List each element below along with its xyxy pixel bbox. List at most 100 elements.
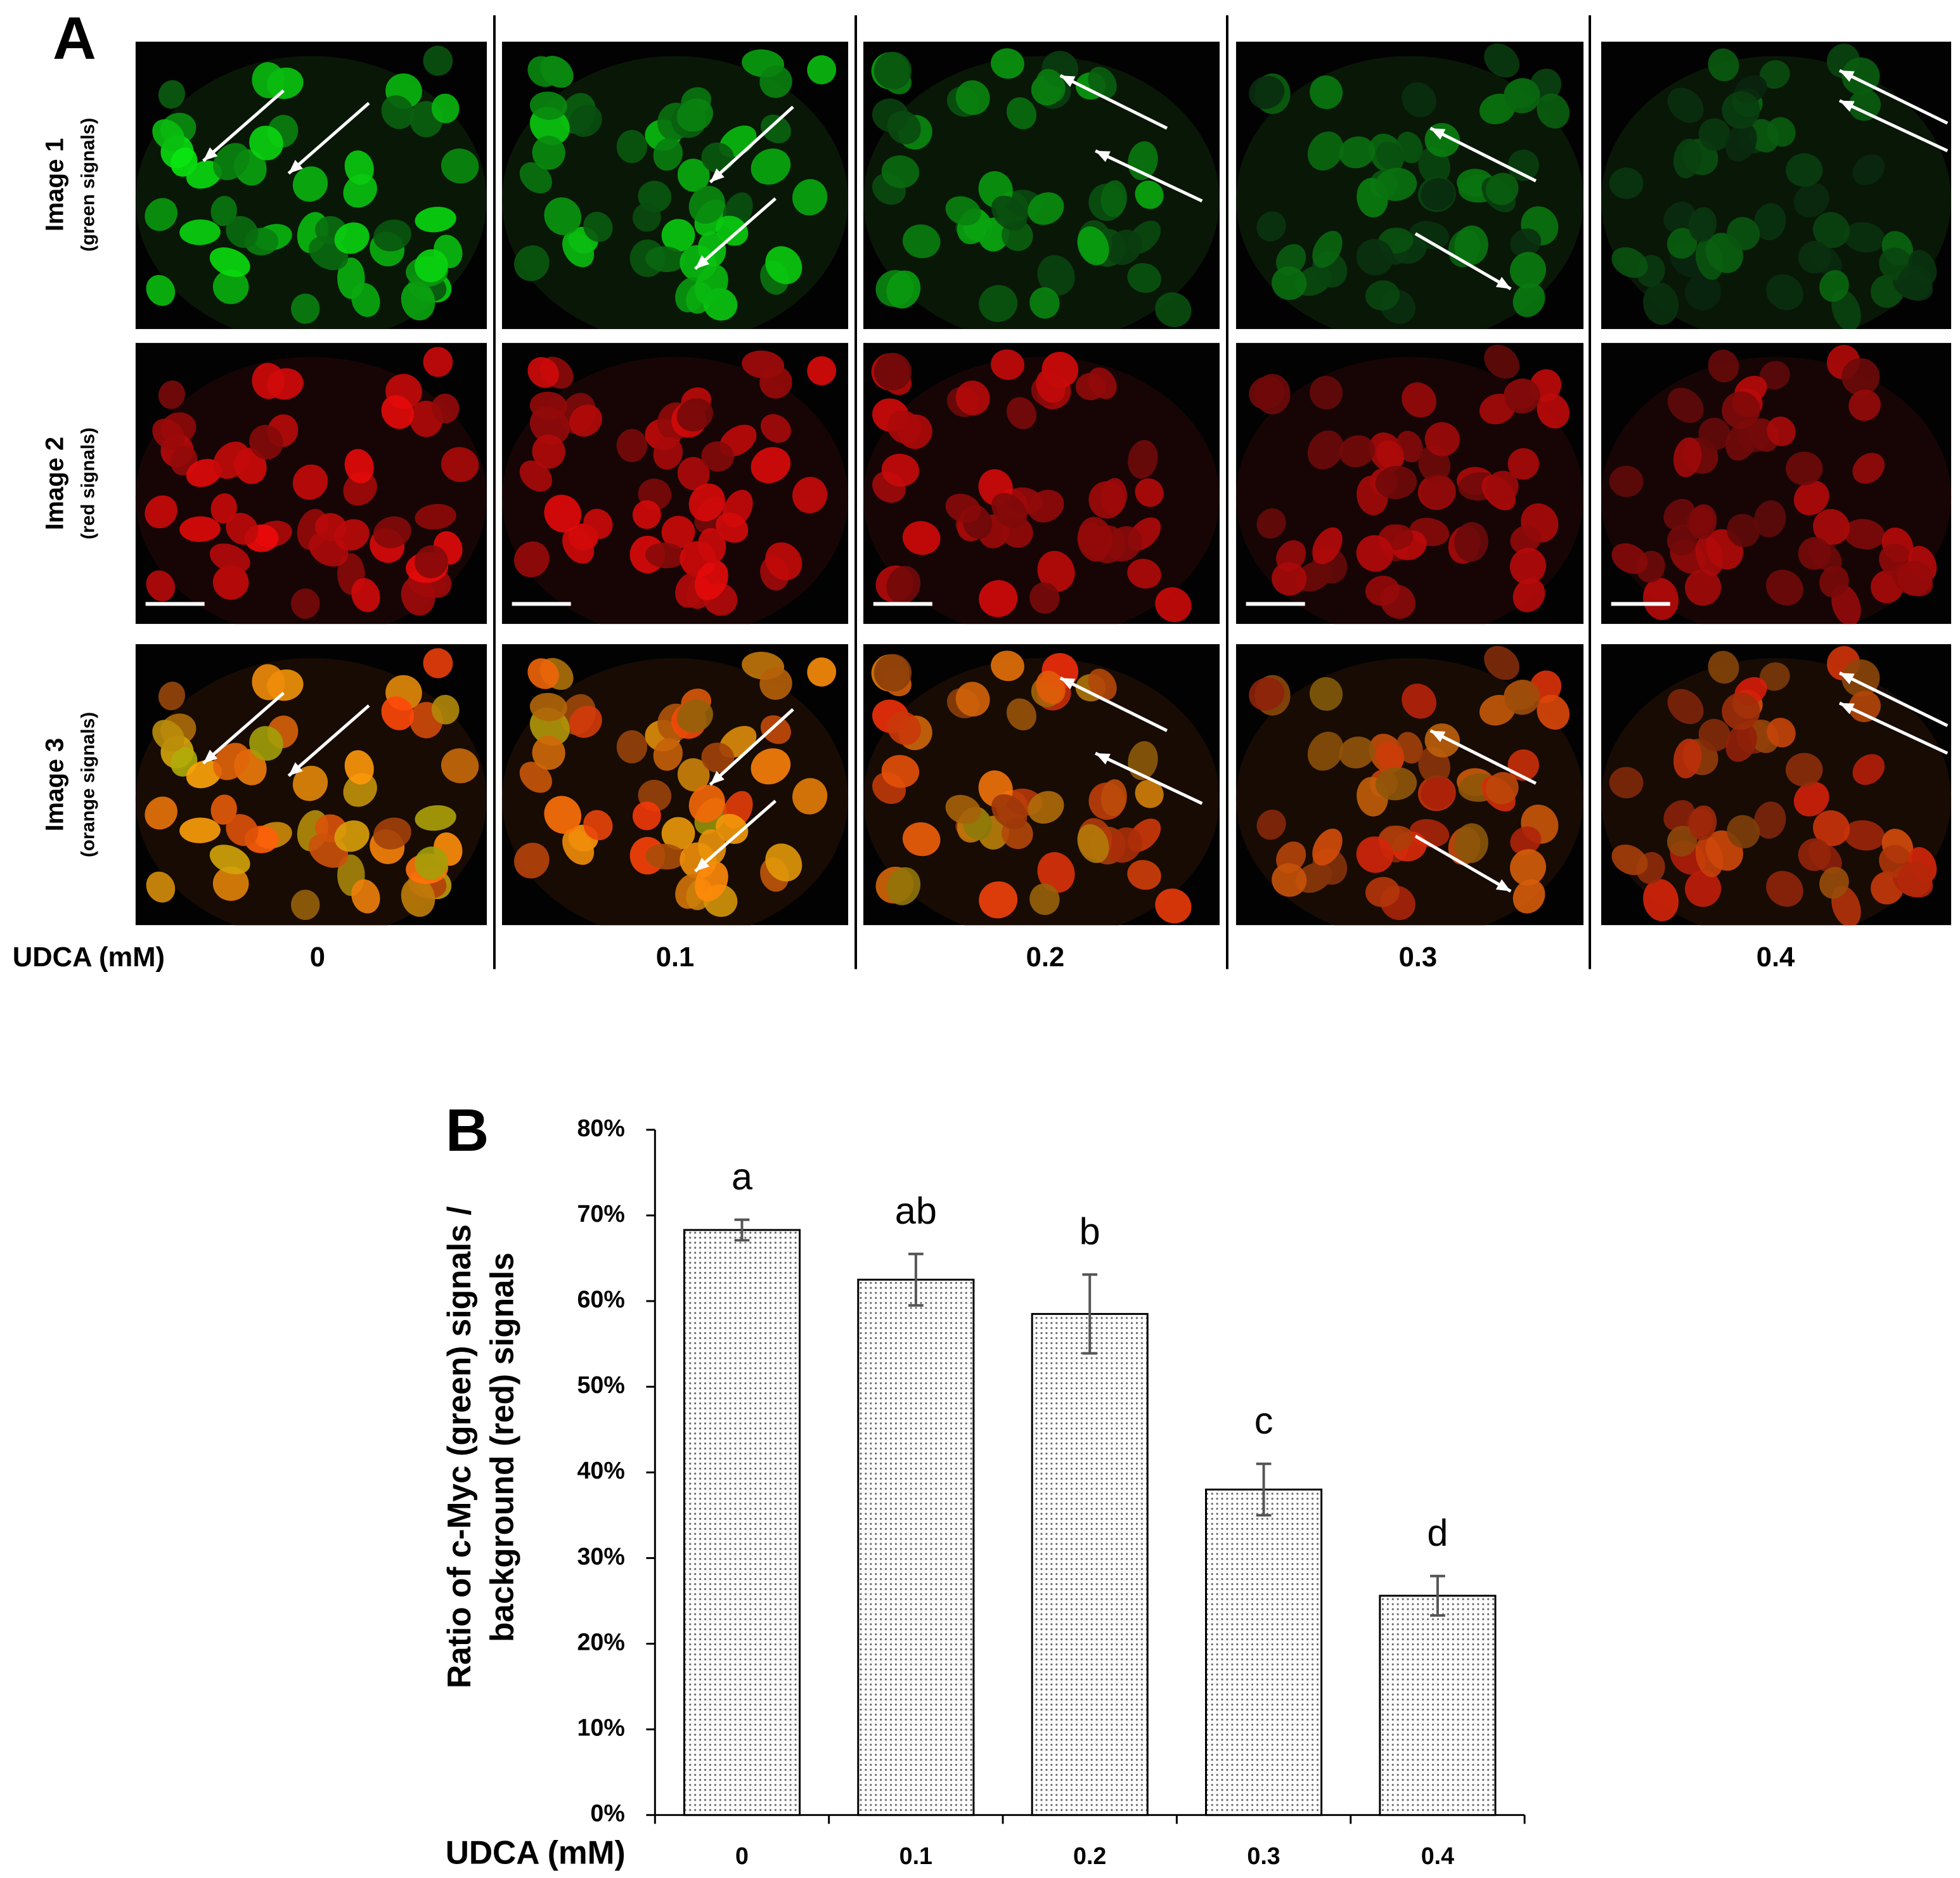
- arrow-head: [710, 770, 725, 785]
- micrograph: [1235, 342, 1584, 625]
- x-tick-label: 0.3: [1247, 1842, 1280, 1869]
- arrow: [1429, 729, 1537, 785]
- cell: [562, 829, 595, 865]
- cell: [751, 447, 791, 484]
- cell: [677, 457, 710, 491]
- cell: [344, 449, 374, 484]
- cell: [209, 247, 250, 277]
- cell: [532, 136, 565, 170]
- arrow-head: [1495, 276, 1511, 289]
- cell: [431, 694, 460, 725]
- cell: [1667, 87, 1704, 123]
- cell: [158, 682, 186, 711]
- cell: [292, 464, 328, 500]
- cell: [1843, 519, 1885, 550]
- cell: [1029, 883, 1060, 916]
- cell: [759, 366, 792, 399]
- micrograph: [135, 644, 487, 926]
- cell: [1507, 149, 1540, 181]
- arrow: [1838, 68, 1949, 125]
- cell: [343, 174, 377, 208]
- cell: [1312, 828, 1343, 866]
- cell: [381, 395, 414, 429]
- micrograph: [501, 342, 849, 625]
- cell: [344, 150, 374, 185]
- cell: [1312, 231, 1343, 268]
- cell: [1813, 508, 1850, 545]
- cell: [252, 363, 285, 399]
- y-axis-label: Ratio of c-Myc (green) signals /: [441, 1206, 477, 1688]
- cell: [213, 143, 250, 181]
- cell: [874, 353, 912, 391]
- micrograph: [501, 41, 849, 329]
- micrograph: [1235, 41, 1584, 329]
- cell: [701, 742, 735, 773]
- cell: [1663, 800, 1695, 831]
- cell: [955, 380, 990, 415]
- arrow: [1414, 834, 1512, 893]
- cell: [1766, 569, 1803, 606]
- micrograph: [1601, 342, 1952, 625]
- cell: [1785, 153, 1823, 187]
- cell: [1356, 238, 1394, 276]
- cell: [945, 196, 981, 226]
- y-tick-label: 10%: [577, 1714, 625, 1741]
- cell: [1760, 361, 1790, 390]
- error-bar: [1430, 1574, 1445, 1617]
- cell: [1484, 344, 1519, 379]
- cell: [1841, 358, 1880, 396]
- arrow-head: [1095, 150, 1111, 162]
- cell: [1537, 694, 1570, 730]
- cell: [1673, 437, 1702, 477]
- arrow: [1838, 671, 1949, 727]
- cell: [1663, 498, 1695, 530]
- cell: [1356, 836, 1394, 873]
- cell: [979, 881, 1018, 919]
- cell: [158, 80, 186, 109]
- arrow-head: [710, 168, 725, 183]
- cell: [1725, 422, 1757, 461]
- cell: [1256, 508, 1286, 539]
- cell: [351, 283, 380, 317]
- cell: [1689, 805, 1717, 841]
- significance-label: b: [1080, 1210, 1100, 1253]
- cell: [1754, 801, 1786, 839]
- cell: [1504, 679, 1540, 715]
- cell: [945, 493, 981, 523]
- cell: [381, 696, 414, 730]
- cell: [1376, 440, 1405, 470]
- cell: [1077, 522, 1109, 562]
- cell: [1507, 448, 1540, 480]
- cell: [1819, 867, 1849, 899]
- cell: [527, 56, 559, 87]
- cell: [210, 196, 237, 226]
- cell: [1512, 879, 1545, 914]
- arrow-head: [1430, 128, 1446, 140]
- cell: [334, 820, 370, 852]
- cell: [695, 560, 728, 600]
- cell: [1037, 255, 1075, 296]
- cell: [1897, 862, 1933, 897]
- cell: [1310, 677, 1343, 711]
- cell: [1509, 548, 1546, 585]
- cell: [765, 246, 803, 285]
- cell: [1852, 754, 1885, 785]
- cell: [1106, 230, 1142, 265]
- cell: [1798, 240, 1831, 274]
- cell: [886, 867, 921, 905]
- cell: [1339, 736, 1376, 769]
- arrow-head: [1060, 678, 1076, 690]
- x-tick-label: 0: [735, 1842, 749, 1869]
- cell: [759, 667, 792, 700]
- cell: [441, 748, 479, 784]
- cell: [1760, 60, 1790, 89]
- cell: [1609, 465, 1644, 497]
- cell: [145, 796, 177, 830]
- arrow-head: [1839, 703, 1855, 715]
- error-bar: [908, 1252, 924, 1307]
- cell: [1509, 849, 1546, 886]
- cell: [881, 155, 920, 188]
- cell: [1708, 651, 1739, 684]
- cell: [1843, 222, 1885, 253]
